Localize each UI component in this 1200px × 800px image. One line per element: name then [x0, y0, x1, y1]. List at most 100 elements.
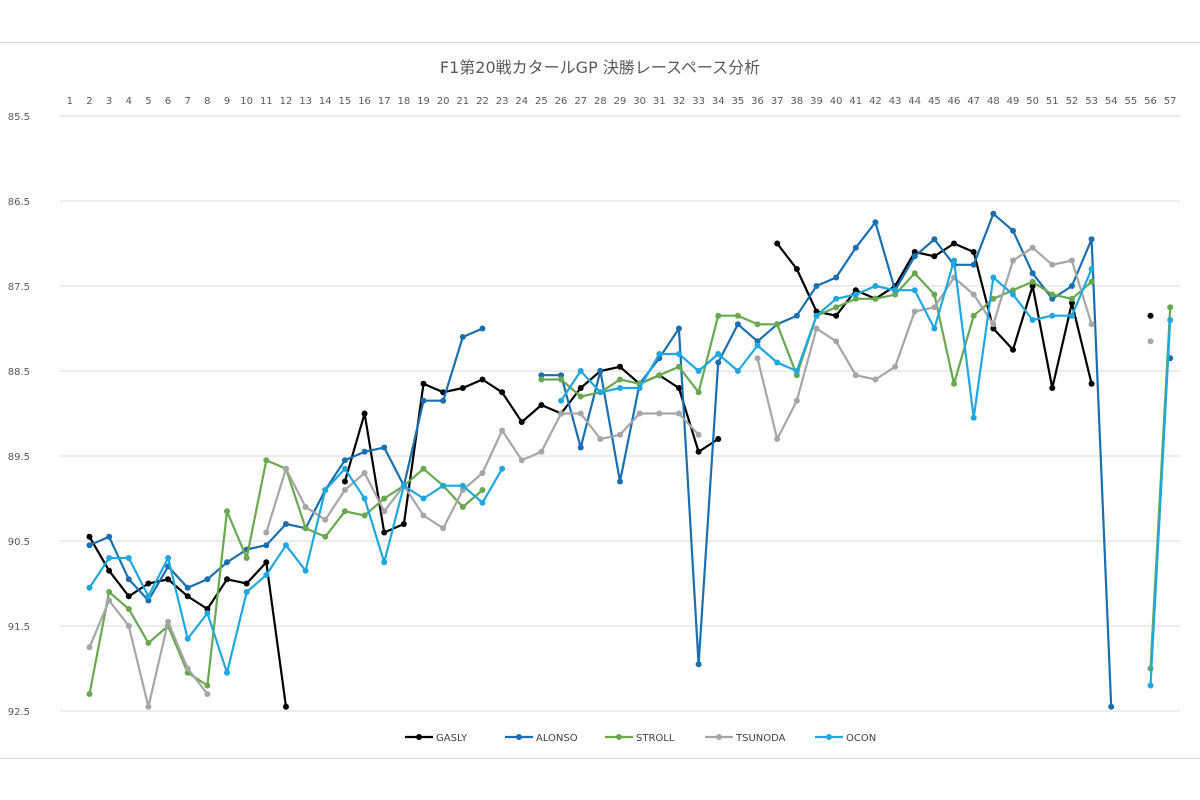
- data-point: [1049, 261, 1056, 268]
- data-point: [1147, 338, 1154, 345]
- data-point: [617, 478, 623, 485]
- data-point: [282, 542, 289, 549]
- data-point: [499, 389, 506, 396]
- data-point: [1029, 244, 1036, 251]
- data-point: [754, 321, 761, 328]
- data-point: [931, 325, 938, 332]
- data-point: [204, 606, 211, 612]
- x-tick-label: 51: [1046, 96, 1059, 107]
- data-point: [204, 576, 211, 583]
- x-tick-label: 33: [692, 96, 705, 107]
- x-tick-label: 45: [928, 96, 941, 107]
- data-point: [990, 321, 997, 328]
- data-point: [282, 703, 289, 710]
- data-point: [361, 495, 368, 502]
- line-chart: F1第20戦カタールGP 決勝レースペース分析 1 2 3 4 5 6 7 8 9 10 11 12 1…: [8, 58, 1180, 744]
- data-point: [204, 610, 211, 617]
- data-point: [852, 295, 859, 302]
- x-tick-label: 29: [614, 96, 627, 107]
- data-point: [86, 542, 93, 549]
- x-tick-label: 7: [185, 96, 191, 107]
- data-point: [243, 580, 250, 587]
- data-point: [263, 572, 270, 578]
- y-tick-label: 87.5: [8, 282, 30, 293]
- data-point: [165, 576, 172, 583]
- data-point: [1108, 703, 1115, 710]
- data-point: [538, 372, 545, 379]
- data-point: [1049, 312, 1056, 319]
- data-point: [440, 397, 447, 404]
- y-tick-label: 89.5: [8, 452, 30, 463]
- data-point: [420, 495, 427, 502]
- data-point: [656, 410, 663, 417]
- series-lines: [86, 210, 1174, 710]
- legend-marker: [716, 734, 722, 740]
- data-point: [754, 342, 761, 349]
- data-point: [224, 669, 231, 676]
- data-point: [479, 376, 486, 383]
- data-point: [617, 376, 623, 383]
- x-tick-label: 49: [1007, 96, 1020, 107]
- x-tick-label: 34: [712, 96, 725, 107]
- y-tick-label: 91.5: [8, 622, 30, 633]
- data-point: [675, 410, 682, 417]
- legend-label: OCON: [846, 733, 876, 744]
- data-point: [341, 478, 348, 485]
- data-point: [1029, 270, 1036, 277]
- data-point: [1049, 385, 1056, 391]
- chart-title: F1第20戦カタールGP 決勝レースペース分析: [440, 58, 760, 77]
- data-point: [852, 244, 859, 251]
- data-point: [1029, 317, 1036, 323]
- data-point: [970, 312, 977, 319]
- x-tick-label: 10: [240, 96, 253, 107]
- data-point: [381, 495, 388, 502]
- x-tick-label: 14: [319, 96, 332, 107]
- data-point: [243, 555, 250, 561]
- data-point: [381, 508, 388, 515]
- legend-label: STROLL: [636, 733, 675, 744]
- data-point: [165, 555, 172, 561]
- x-tick-label: 1: [67, 96, 73, 107]
- data-point: [479, 470, 486, 476]
- data-point: [322, 533, 329, 540]
- data-point: [656, 351, 663, 357]
- data-point: [400, 521, 407, 527]
- data-point: [774, 240, 781, 247]
- data-point: [125, 623, 132, 629]
- x-tick-label: 42: [869, 96, 882, 107]
- data-point: [440, 482, 447, 489]
- data-point: [86, 644, 93, 651]
- x-tick-label: 18: [397, 96, 410, 107]
- data-point: [617, 431, 623, 438]
- x-tick-label: 41: [849, 96, 862, 107]
- data-point: [145, 640, 152, 646]
- data-point: [872, 295, 879, 302]
- x-tick-label: 56: [1144, 96, 1157, 107]
- x-tick-label: 27: [574, 96, 587, 107]
- data-point: [970, 249, 977, 255]
- data-point: [420, 512, 427, 519]
- data-point: [518, 419, 525, 425]
- data-point: [675, 363, 682, 370]
- data-point: [1167, 304, 1174, 311]
- y-tick-label: 92.5: [8, 707, 30, 718]
- data-point: [558, 397, 565, 404]
- x-tick-label: 24: [515, 96, 528, 107]
- data-point: [282, 465, 289, 472]
- x-tick-label: 13: [299, 96, 312, 107]
- data-point: [106, 567, 113, 574]
- data-point: [263, 457, 270, 464]
- data-point: [833, 304, 840, 311]
- data-point: [420, 397, 427, 404]
- data-point: [381, 529, 388, 536]
- x-tick-label: 23: [496, 96, 509, 107]
- data-point: [695, 431, 702, 438]
- data-point: [617, 363, 623, 370]
- data-point: [341, 487, 348, 493]
- data-point: [833, 312, 840, 319]
- x-tick-label: 5: [145, 96, 151, 107]
- data-point: [754, 338, 761, 345]
- x-tick-label: 48: [987, 96, 1000, 107]
- data-point: [86, 691, 93, 697]
- data-point: [479, 499, 486, 506]
